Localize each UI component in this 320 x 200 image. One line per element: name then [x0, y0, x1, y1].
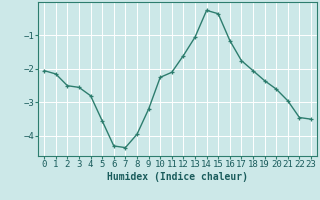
X-axis label: Humidex (Indice chaleur): Humidex (Indice chaleur)	[107, 172, 248, 182]
